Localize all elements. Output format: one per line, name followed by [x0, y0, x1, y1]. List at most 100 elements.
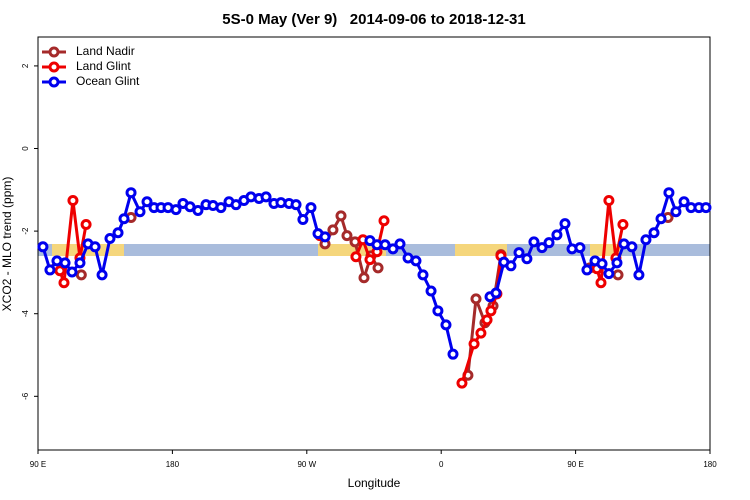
point: [559, 218, 571, 230]
x-tick-label: 180: [703, 460, 717, 469]
point: [215, 202, 227, 214]
point: [134, 206, 146, 218]
point: [125, 187, 137, 199]
series-line: [58, 200, 625, 384]
point: [670, 206, 682, 218]
point: [96, 269, 108, 281]
point: [387, 243, 399, 255]
point: [612, 269, 624, 281]
x-axis-label: Longitude: [348, 476, 401, 490]
point: [230, 199, 242, 211]
point: [574, 242, 586, 254]
point: [485, 305, 497, 317]
point: [603, 268, 615, 280]
chart-title: 5S-0 May (Ver 9) 2014-09-06 to 2018-12-3…: [222, 11, 526, 28]
legend-marker: [48, 61, 60, 73]
point: [581, 264, 593, 276]
point: [663, 187, 675, 199]
point: [66, 266, 78, 278]
x-tick-label: 180: [166, 460, 180, 469]
point: [358, 272, 370, 284]
point: [327, 224, 339, 236]
plot-frame: [37, 36, 711, 451]
point: [297, 214, 309, 226]
point: [468, 338, 480, 350]
point: [456, 377, 468, 389]
point: [372, 262, 384, 274]
y-tick-label: -6: [21, 392, 30, 400]
x-tick-label: 90 E: [567, 460, 583, 469]
y-axis-label: XCO2 - MLO trend (ppm): [0, 177, 14, 312]
point: [536, 242, 548, 254]
point: [551, 229, 563, 241]
point: [379, 239, 391, 251]
point: [378, 215, 390, 227]
legend-marker: [48, 76, 60, 88]
legend-label: Land Nadir: [76, 44, 135, 58]
point: [595, 277, 607, 289]
y-tick-label: 2: [21, 63, 30, 68]
point: [655, 213, 667, 225]
point: [432, 305, 444, 317]
point: [305, 202, 317, 214]
x-tick-label: 90 E: [30, 460, 46, 469]
point: [640, 234, 652, 246]
legend-marker: [48, 46, 60, 58]
legend-label: Land Glint: [76, 59, 131, 73]
point: [475, 327, 487, 339]
point: [440, 319, 452, 331]
point: [394, 238, 406, 250]
land-band: [455, 244, 507, 256]
point: [80, 219, 92, 231]
point: [67, 195, 79, 207]
point: [470, 293, 482, 305]
point: [37, 241, 49, 253]
point: [104, 233, 116, 245]
point: [290, 199, 302, 211]
point: [648, 227, 660, 239]
point: [319, 231, 331, 243]
point: [335, 210, 347, 222]
y-tick-label: -4: [21, 310, 30, 318]
point: [481, 314, 493, 326]
point: [141, 196, 153, 208]
point: [521, 253, 533, 265]
point: [611, 257, 623, 269]
point: [543, 237, 555, 249]
point: [528, 236, 540, 248]
point: [410, 255, 422, 267]
point: [425, 285, 437, 297]
point: [75, 269, 87, 281]
point: [89, 241, 101, 253]
point: [417, 269, 429, 281]
point: [350, 251, 362, 263]
point: [170, 204, 182, 216]
y-tick-label: 0: [21, 146, 30, 151]
y-tick-label: -2: [21, 227, 30, 235]
point: [617, 219, 629, 231]
point: [700, 202, 712, 214]
point: [59, 257, 71, 269]
point: [626, 241, 638, 253]
point: [341, 230, 353, 242]
point: [603, 195, 615, 207]
point: [260, 191, 272, 203]
x-tick-label: 90 W: [297, 460, 316, 469]
point: [505, 260, 517, 272]
point: [58, 277, 70, 289]
point: [74, 257, 86, 269]
point: [192, 204, 204, 216]
point: [112, 227, 124, 239]
point: [633, 269, 645, 281]
point: [513, 247, 525, 259]
point: [490, 287, 502, 299]
point: [44, 264, 56, 276]
point: [118, 213, 130, 225]
point: [678, 196, 690, 208]
point: [364, 254, 376, 266]
point: [596, 258, 608, 270]
point: [54, 265, 66, 277]
legend-label: Ocean Glint: [76, 74, 140, 88]
point: [447, 348, 459, 360]
